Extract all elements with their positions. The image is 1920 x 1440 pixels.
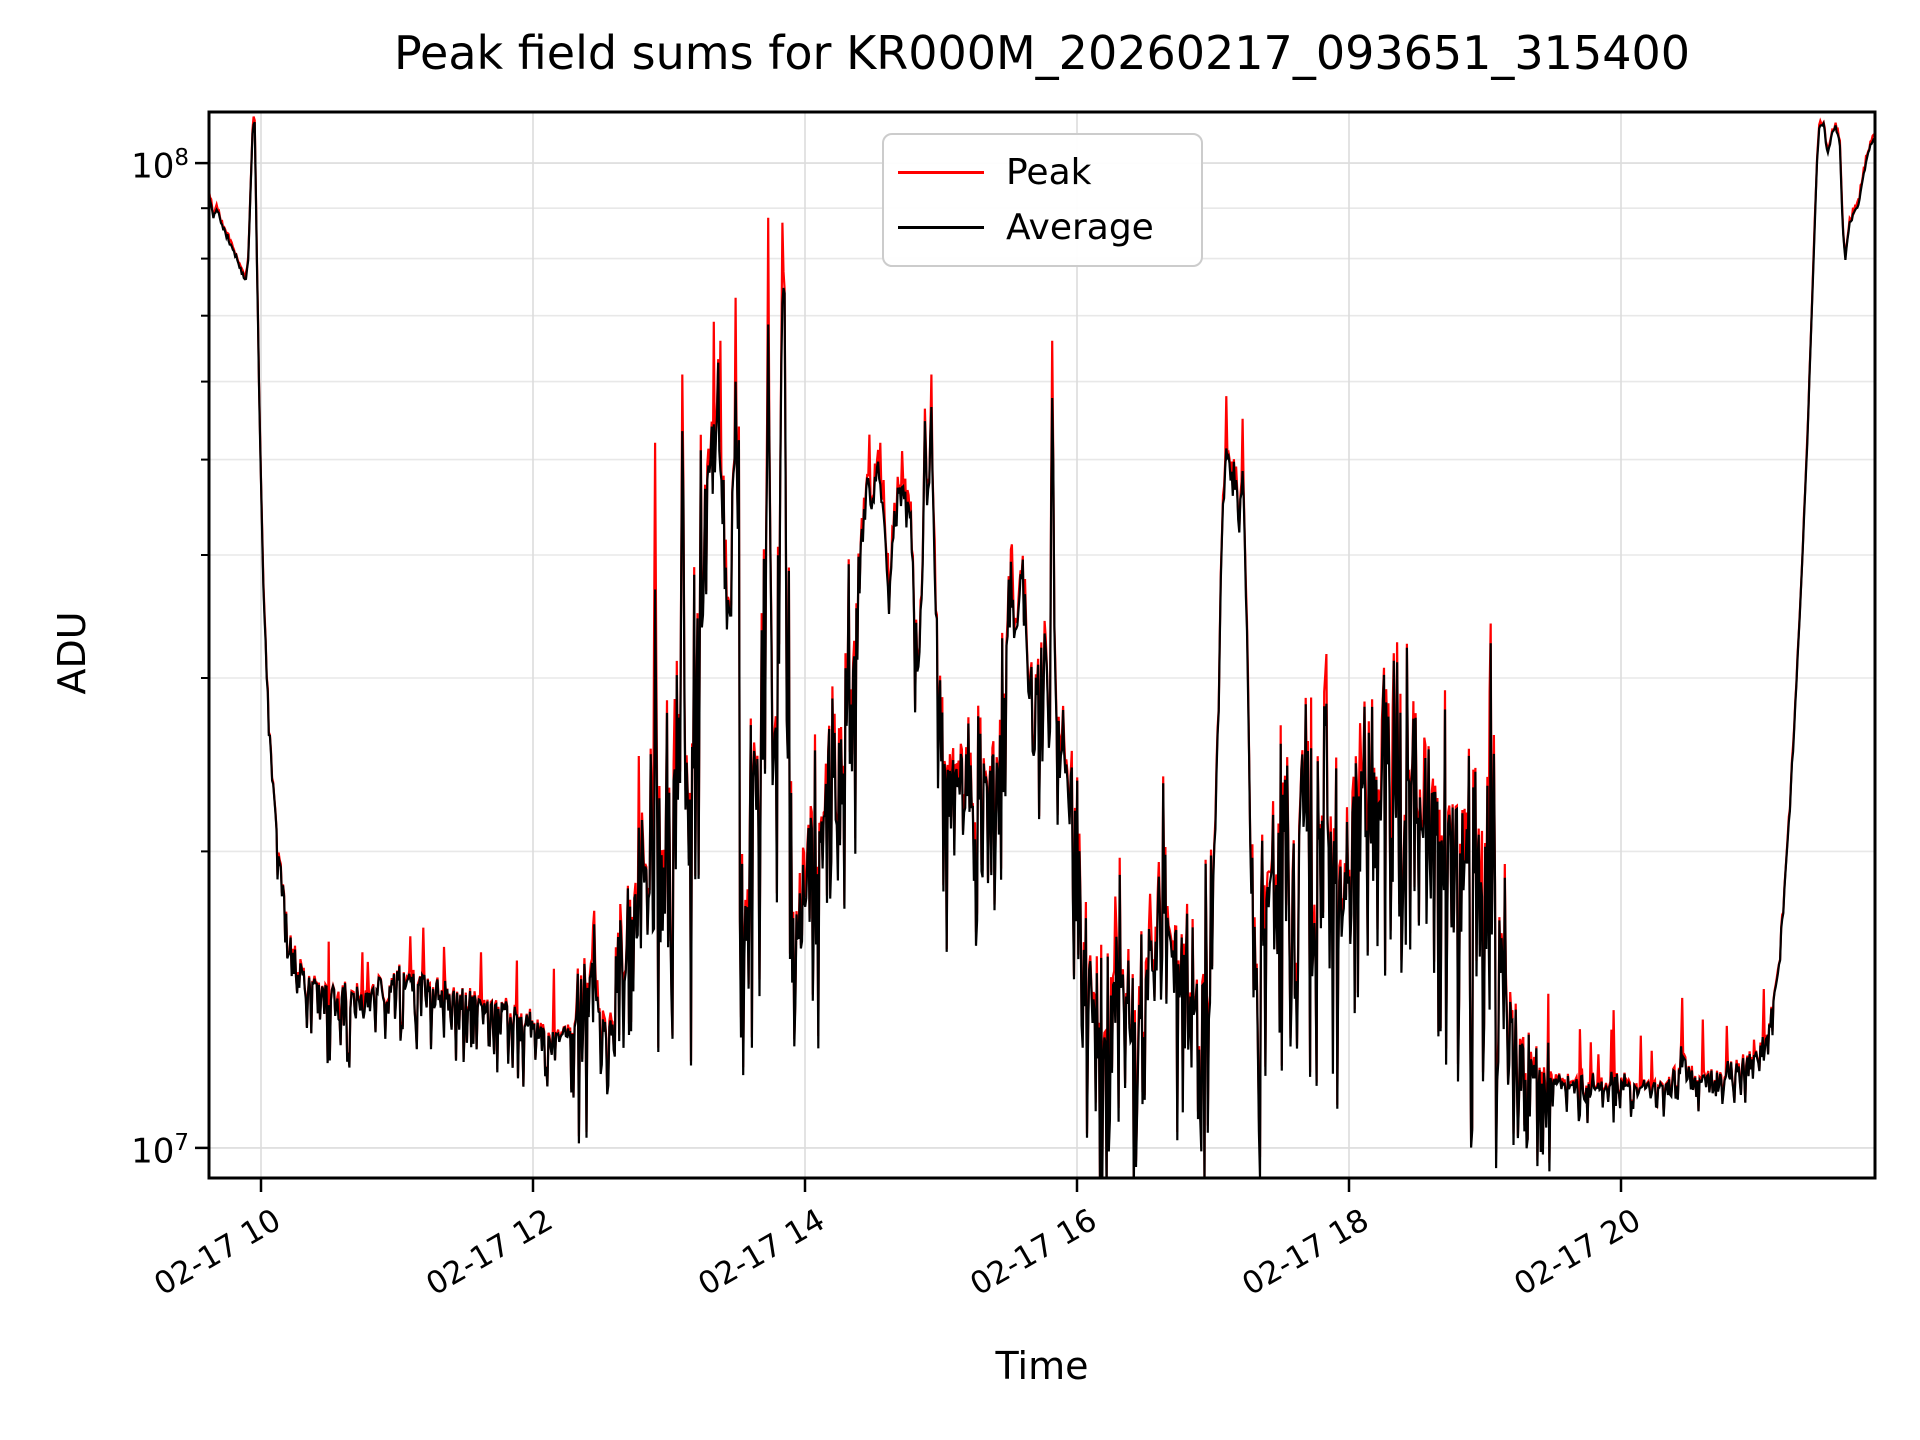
legend: Peak Average — [882, 133, 1203, 267]
chart-title: Peak field sums for KR000M_20260217_0936… — [393, 26, 1691, 80]
peak-line-sample — [898, 171, 984, 175]
average-line-sample — [898, 225, 984, 229]
y-tick-label: 107 — [131, 1129, 189, 1172]
average-series-line — [209, 119, 1875, 1178]
plot-frame — [207, 110, 1877, 1180]
x-axis-label: Time — [995, 1344, 1089, 1388]
legend-label-peak: Peak — [1006, 152, 1092, 194]
legend-label-average: Average — [1006, 206, 1154, 248]
legend-entry-peak: Peak — [898, 152, 1187, 193]
legend-entry-average: Average — [898, 207, 1187, 248]
y-tick-label: 108 — [131, 145, 189, 187]
